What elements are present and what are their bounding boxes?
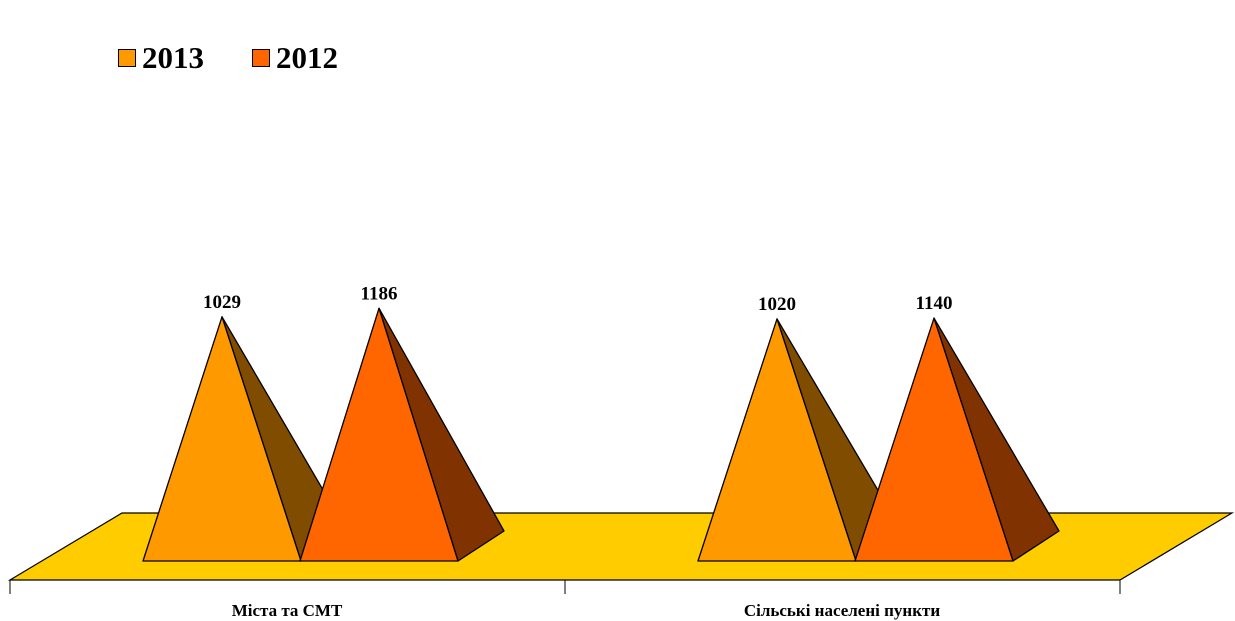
pyramid-front-face: [299, 307, 459, 562]
pyramid-2013-2: [697, 318, 903, 562]
legend-swatch-2012: [252, 49, 270, 67]
legend-item-2012: 2012: [252, 40, 338, 76]
pyramid-front-face: [142, 316, 302, 562]
category-label-1: Міста та СМТ: [232, 601, 343, 620]
data-label-2012-2: 1140: [916, 293, 953, 314]
legend-swatch-2013: [118, 49, 136, 67]
pyramid-2012-2: [854, 317, 1060, 562]
data-labels: 1029 1186 1020 1140: [203, 283, 952, 315]
legend-label-2012: 2012: [276, 40, 338, 75]
legend-item-2013: 2013: [118, 40, 204, 76]
category-label-2: Сільські населені пункти: [744, 601, 941, 620]
data-label-2012-1: 1186: [361, 283, 398, 304]
plot-area: [142, 307, 1060, 562]
pyramid-2013-1: [142, 316, 348, 562]
data-label-2013-1: 1029: [203, 292, 241, 313]
pyramid-front-face: [697, 318, 857, 562]
legend: 2013 2012: [118, 40, 386, 76]
pyramid-front-face: [854, 317, 1014, 562]
data-label-2013-2: 1020: [758, 294, 796, 315]
pyramid-2012-1: [299, 307, 505, 562]
legend-label-2013: 2013: [142, 40, 204, 75]
category-axis: Міста та СМТ Сільські населені пункти: [9, 579, 1121, 620]
